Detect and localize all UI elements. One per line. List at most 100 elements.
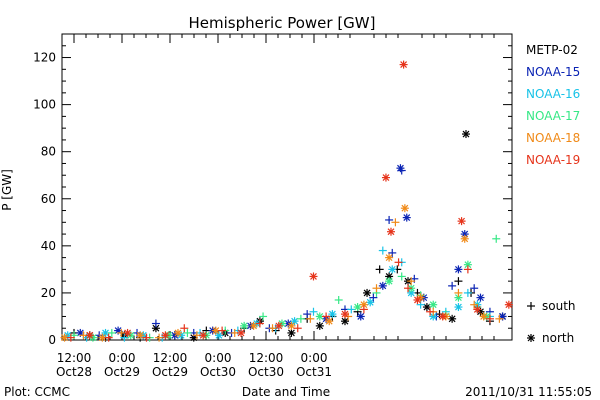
data-point (426, 307, 435, 316)
data-point (296, 314, 305, 323)
data-point (325, 317, 334, 326)
x-tick-time: 12:00 (249, 351, 284, 365)
data-point (372, 284, 381, 293)
y-tick-label: 120 (33, 51, 56, 65)
data-point (407, 277, 416, 286)
data-point (385, 277, 394, 286)
data-point (237, 328, 246, 337)
data-point (375, 265, 384, 274)
data-point (413, 295, 422, 304)
x-tick-date: Oct31 (296, 365, 332, 379)
data-point (356, 312, 365, 321)
x-tick-time: 0:00 (301, 351, 328, 365)
data-point (391, 218, 400, 227)
data-point (463, 288, 472, 297)
data-point (66, 333, 75, 342)
data-point (293, 324, 302, 333)
y-tick-label: 60 (41, 192, 56, 206)
x-tick-date: Oct30 (248, 365, 284, 379)
marker-key-symbol (527, 302, 535, 310)
data-point (385, 253, 394, 262)
data-point (240, 321, 249, 330)
data-point (369, 293, 378, 302)
data-point (104, 333, 113, 342)
data-points (60, 60, 513, 342)
x-tick-date: Oct29 (152, 365, 188, 379)
footer-credit: Plot: CCMC (4, 385, 70, 399)
data-point (334, 295, 343, 304)
data-point (123, 328, 132, 337)
data-point (151, 319, 160, 328)
data-point (388, 248, 397, 257)
data-point (495, 314, 504, 323)
data-point (359, 305, 368, 314)
data-point (463, 260, 472, 269)
x-axis-label: Date and Time (242, 385, 330, 399)
legend-entry: NOAA-16 (526, 87, 580, 101)
data-point (397, 166, 406, 175)
data-point (473, 305, 482, 314)
marker-key: south north (527, 299, 576, 345)
marker-key-label: south (542, 299, 576, 313)
data-point (340, 317, 349, 326)
data-point (470, 300, 479, 309)
legend-entry: NOAA-17 (526, 109, 580, 123)
data-point (161, 331, 170, 340)
x-tick-time: 12:00 (153, 351, 188, 365)
data-point (180, 324, 189, 333)
data-point (457, 217, 466, 226)
legend: METP-02 NOAA-15 NOAA-16 NOAA-17 NOAA-18 NOAA-… (526, 43, 580, 167)
data-point (199, 331, 208, 340)
data-point (328, 310, 337, 319)
data-point (322, 312, 331, 321)
data-point (402, 213, 411, 222)
marker-key-symbol (527, 334, 535, 342)
legend-entry: NOAA-19 (526, 153, 580, 167)
data-point (259, 312, 268, 321)
x-tick-time: 12:00 (57, 351, 92, 365)
data-point (397, 272, 406, 281)
x-tick-date: Oct29 (104, 365, 140, 379)
data-point (363, 288, 372, 297)
data-point (136, 331, 145, 340)
data-point (416, 300, 425, 309)
y-tick-label: 100 (33, 98, 56, 112)
x-tick-time: 0:00 (205, 351, 232, 365)
data-point (287, 321, 296, 330)
x-tick-date: Oct28 (56, 365, 92, 379)
data-point (463, 265, 472, 274)
data-point (107, 328, 116, 337)
data-point (274, 321, 283, 330)
data-point (422, 303, 431, 312)
data-point (378, 281, 387, 290)
legend-entry: METP-02 (526, 43, 578, 57)
data-point (309, 307, 318, 316)
data-point (101, 328, 110, 337)
data-point (60, 333, 69, 342)
x-tick-time: 0:00 (109, 351, 136, 365)
data-point (454, 265, 463, 274)
x-tick-date: Oct30 (200, 365, 236, 379)
data-point (386, 227, 395, 236)
x-axis: 12:00Oct280:00Oct2912:00Oct290:00Oct3012… (56, 34, 495, 379)
y-tick-label: 0 (48, 333, 56, 347)
data-point (399, 60, 408, 69)
data-point (214, 331, 223, 340)
data-point (385, 215, 394, 224)
data-point (454, 303, 463, 312)
data-point (400, 204, 409, 213)
data-point (306, 314, 315, 323)
data-point (394, 258, 403, 267)
data-point (378, 246, 387, 255)
data-point (290, 317, 299, 326)
plot-frame (61, 33, 513, 341)
data-point (454, 277, 463, 286)
data-point (309, 272, 318, 281)
data-point (353, 303, 362, 312)
marker-key-label: north (542, 331, 574, 345)
data-point (476, 293, 485, 302)
y-axis-label: P [GW] (0, 169, 14, 211)
legend-entry: NOAA-18 (526, 131, 580, 145)
data-point (366, 298, 375, 307)
